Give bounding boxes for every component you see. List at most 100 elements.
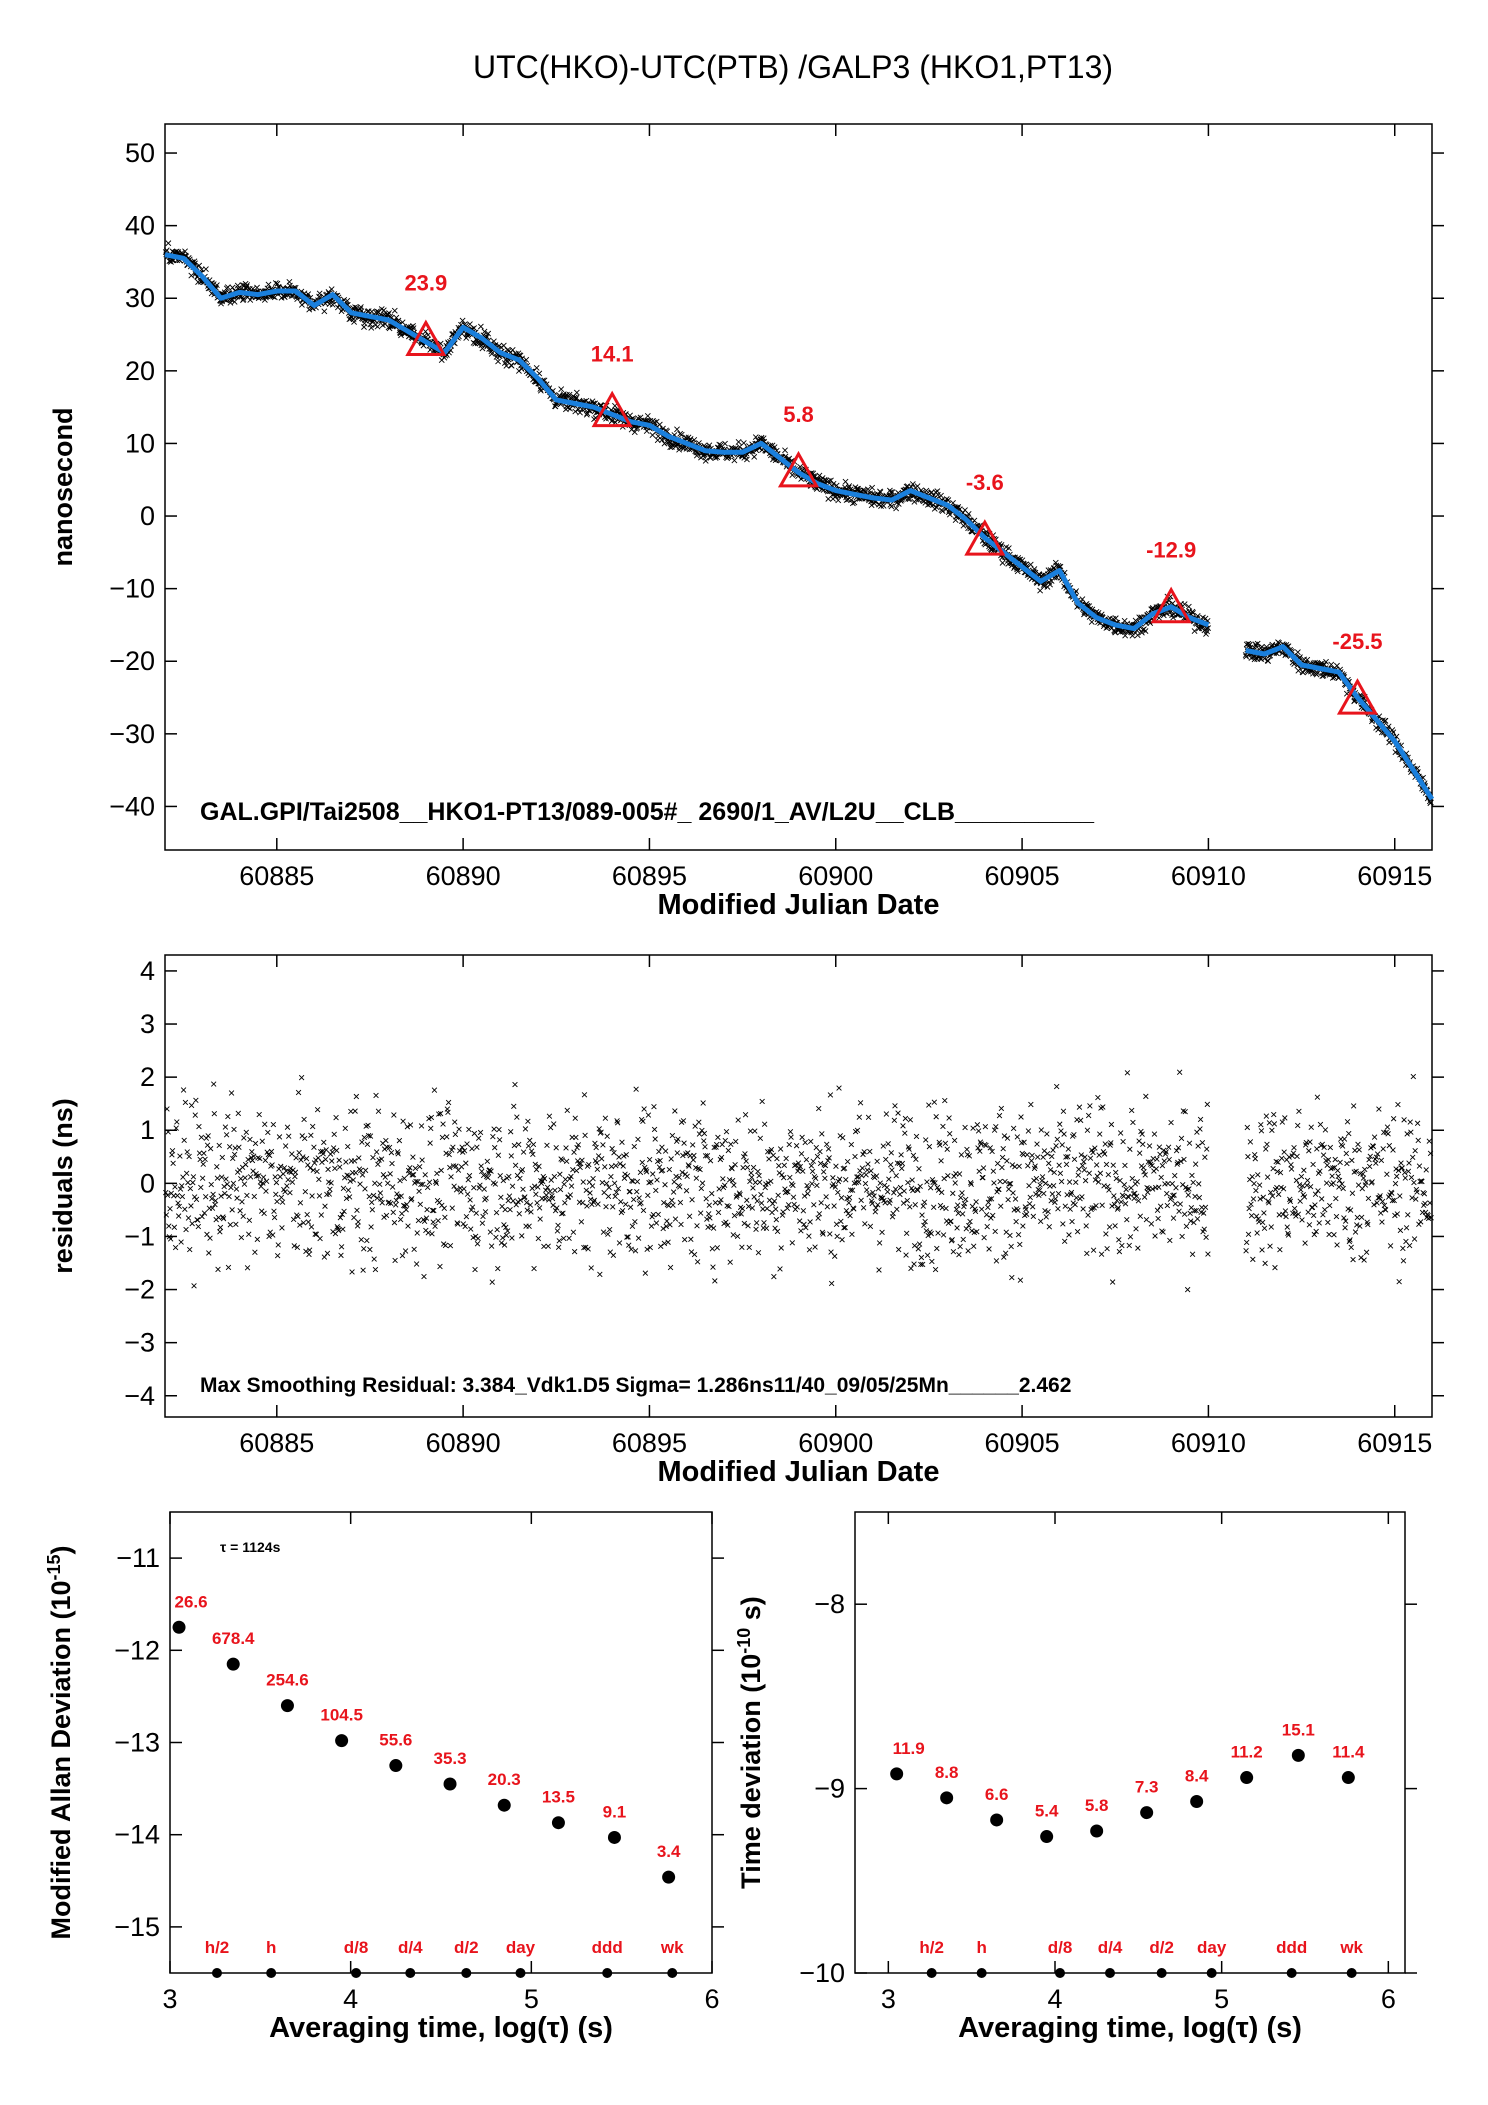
data-point bbox=[582, 1132, 588, 1139]
data-point bbox=[1093, 1162, 1100, 1168]
data-point bbox=[839, 1135, 846, 1141]
data-point bbox=[677, 1199, 684, 1206]
data-point bbox=[1086, 1170, 1092, 1176]
data-point bbox=[490, 338, 497, 345]
data-point bbox=[964, 1146, 970, 1153]
x-tick-label: 6 bbox=[1381, 1984, 1396, 2014]
data-point bbox=[1004, 1135, 1011, 1141]
x-axis-label: Averaging time, log(τ) (s) bbox=[269, 2012, 613, 2044]
data-point bbox=[1084, 1127, 1091, 1133]
data-point bbox=[954, 1202, 961, 1208]
data-point bbox=[345, 1143, 351, 1150]
data-point bbox=[706, 442, 713, 449]
data-point bbox=[331, 1131, 337, 1138]
data-point bbox=[566, 1235, 572, 1241]
data-point bbox=[551, 1173, 558, 1180]
data-point bbox=[573, 389, 580, 396]
data-point bbox=[1133, 1193, 1140, 1199]
data-point bbox=[471, 1184, 477, 1191]
data-point bbox=[1061, 1238, 1068, 1245]
data-point bbox=[941, 1175, 947, 1182]
data-point bbox=[1339, 1143, 1346, 1149]
data-point bbox=[852, 1153, 858, 1160]
data-point bbox=[500, 342, 507, 349]
data-point bbox=[298, 1074, 305, 1081]
residuals-plot: 60885 60890 60895 60900 60905 60910 60915−4−3−… bbox=[48, 954, 1444, 1488]
data-point bbox=[597, 1271, 603, 1278]
data-point bbox=[1376, 1106, 1382, 1112]
tau-annotation: τ = 1124s bbox=[220, 1539, 281, 1555]
data-point bbox=[497, 1173, 503, 1179]
x-tick-label: 60900 bbox=[798, 861, 873, 891]
data-point bbox=[942, 1097, 948, 1104]
data-point bbox=[727, 1259, 733, 1265]
data-point bbox=[1092, 1145, 1098, 1151]
data-point bbox=[1135, 1198, 1142, 1204]
data-point bbox=[1245, 1153, 1251, 1160]
data-point bbox=[278, 1194, 285, 1201]
data-point bbox=[721, 1182, 728, 1189]
data-point bbox=[1050, 1182, 1057, 1189]
data-point bbox=[750, 1185, 756, 1191]
data-point bbox=[167, 1206, 173, 1212]
data-point bbox=[712, 1278, 718, 1284]
data-point bbox=[612, 419, 619, 426]
data-point bbox=[920, 1203, 926, 1209]
data-point bbox=[750, 1164, 757, 1171]
data-point bbox=[515, 1141, 522, 1148]
data-point bbox=[759, 1098, 765, 1105]
data-point bbox=[372, 1180, 378, 1186]
data-point bbox=[1054, 1136, 1061, 1143]
data-point bbox=[1288, 1162, 1294, 1168]
x-axis-label: Modified Julian Date bbox=[658, 1456, 940, 1488]
x-tick-label: 60890 bbox=[426, 1428, 501, 1458]
data-point bbox=[1243, 1248, 1249, 1254]
data-point bbox=[458, 1164, 465, 1170]
data-point bbox=[371, 1256, 377, 1262]
data-point bbox=[439, 1134, 446, 1141]
data-point bbox=[942, 1140, 949, 1147]
data-point bbox=[431, 1087, 438, 1093]
data-point bbox=[361, 1246, 367, 1252]
data-point bbox=[756, 1179, 763, 1185]
data-point bbox=[440, 1121, 446, 1127]
data-point bbox=[233, 1186, 240, 1192]
data-point bbox=[171, 1224, 178, 1230]
data-point bbox=[410, 323, 416, 329]
data-point bbox=[396, 1137, 403, 1144]
data-point bbox=[1079, 1194, 1085, 1200]
data-point bbox=[572, 408, 579, 415]
data-point bbox=[714, 1245, 721, 1251]
data-point bbox=[970, 1243, 977, 1249]
data-point bbox=[812, 1244, 818, 1250]
data-point bbox=[807, 1219, 813, 1225]
data-point bbox=[913, 1133, 920, 1140]
data-point bbox=[1082, 1177, 1089, 1184]
plot-frame bbox=[854, 1511, 1406, 1974]
period-mark-label: d/4 bbox=[398, 1938, 423, 1957]
deviation-value-label: 11.2 bbox=[1231, 1743, 1263, 1762]
data-point bbox=[777, 1266, 783, 1272]
data-point bbox=[980, 1165, 987, 1171]
data-point bbox=[1129, 1175, 1136, 1182]
data-point bbox=[368, 1224, 374, 1230]
data-point bbox=[1122, 1201, 1129, 1207]
data-point bbox=[740, 1164, 746, 1171]
data-point bbox=[196, 1150, 203, 1156]
data-point bbox=[678, 1221, 684, 1228]
data-point bbox=[1009, 1162, 1016, 1168]
data-point bbox=[246, 1231, 252, 1237]
data-point bbox=[1153, 1166, 1160, 1172]
data-point bbox=[814, 1153, 821, 1160]
data-point bbox=[1144, 1189, 1151, 1195]
data-point bbox=[1270, 1165, 1276, 1172]
data-point bbox=[1410, 1073, 1417, 1080]
data-point bbox=[196, 1123, 202, 1130]
data-point bbox=[1415, 1137, 1421, 1144]
data-point bbox=[1062, 1203, 1069, 1209]
data-point bbox=[1030, 1213, 1037, 1220]
data-point bbox=[957, 1243, 963, 1250]
data-point bbox=[1293, 1177, 1300, 1184]
data-point bbox=[401, 1175, 408, 1182]
data-point bbox=[1069, 1218, 1075, 1225]
